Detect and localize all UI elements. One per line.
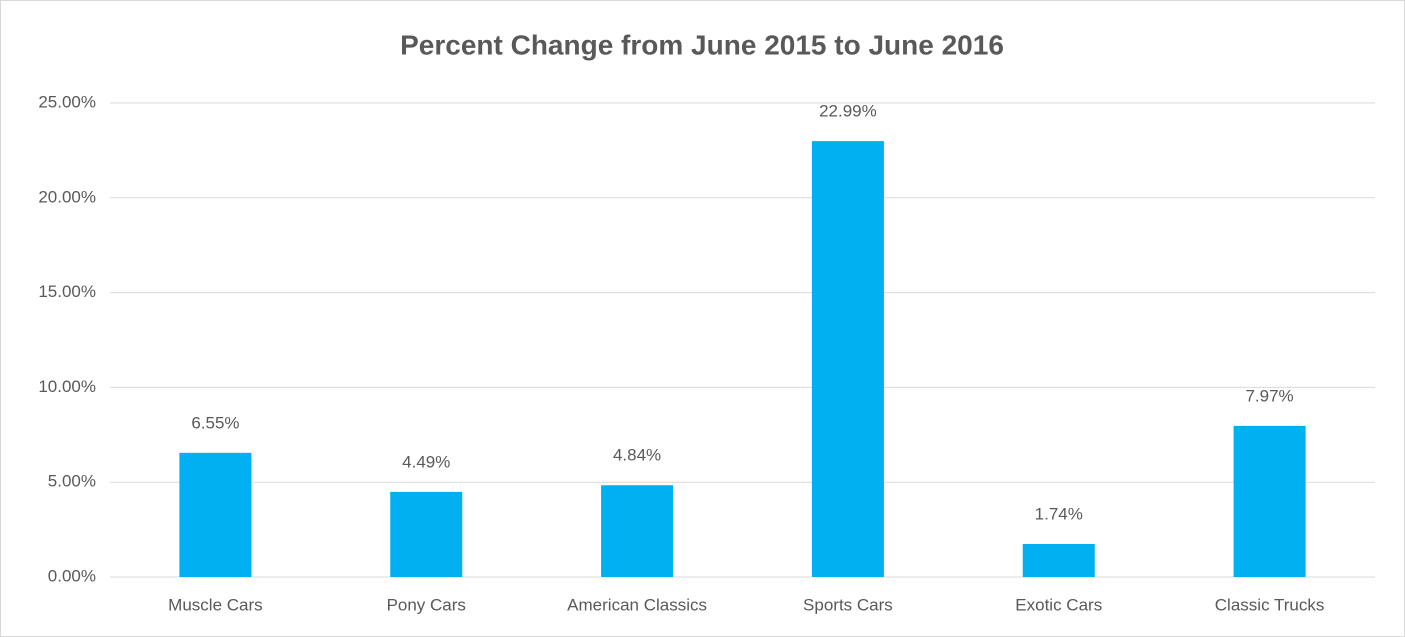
y-tick-label: 20.00% [38, 187, 96, 206]
bar [811, 141, 884, 577]
x-tick-label: Sports Cars [803, 595, 893, 614]
y-tick-label: 5.00% [48, 472, 96, 491]
data-label: 7.97% [1245, 386, 1293, 405]
data-label: 1.74% [1035, 504, 1083, 523]
data-label: 6.55% [191, 413, 239, 432]
y-tick-label: 10.00% [38, 377, 96, 396]
y-tick-label: 25.00% [38, 92, 96, 111]
x-tick-label: Classic Trucks [1215, 595, 1325, 614]
bar [601, 485, 674, 577]
chart-title: Percent Change from June 2015 to June 20… [400, 29, 1004, 60]
bar [1233, 425, 1306, 577]
y-tick-label: 0.00% [48, 566, 96, 585]
bar [179, 452, 252, 577]
x-tick-label: Pony Cars [387, 595, 466, 614]
data-label: 4.49% [402, 452, 450, 471]
data-label: 22.99% [819, 102, 877, 121]
x-tick-label: Exotic Cars [1015, 595, 1102, 614]
data-label: 4.84% [613, 446, 661, 465]
x-tick-label: American Classics [567, 595, 707, 614]
bar [390, 491, 463, 577]
y-tick-label: 15.00% [38, 282, 96, 301]
bar [1022, 544, 1095, 577]
x-tick-label: Muscle Cars [168, 595, 262, 614]
